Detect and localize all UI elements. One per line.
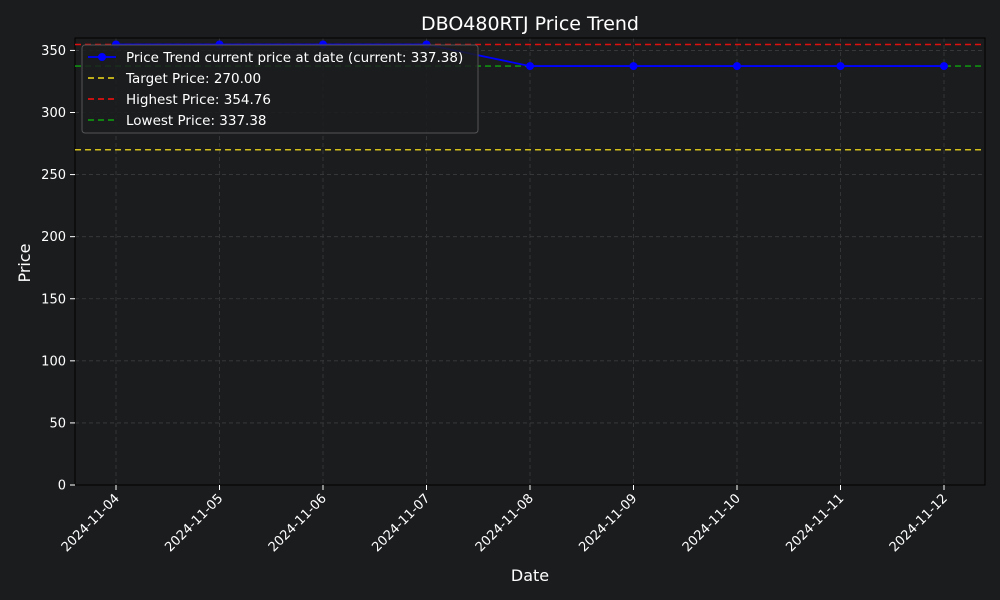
data-point <box>733 62 741 71</box>
y-tick-label: 200 <box>41 230 66 245</box>
y-tick-label: 50 <box>49 416 66 431</box>
legend-entry: Highest Price: 354.76 <box>126 92 271 108</box>
legend-box <box>81 44 479 134</box>
data-point <box>629 62 638 71</box>
y-tick-label: 300 <box>41 106 66 121</box>
legend-marker <box>98 53 106 61</box>
legend-entry: Target Price: 270.00 <box>125 71 261 87</box>
legend: Price Trend current price at date (curre… <box>81 44 479 134</box>
chart-title: DBO480RTJ Price Trend <box>421 13 639 35</box>
y-axis-label: Price <box>15 243 34 282</box>
y-tick-label: 350 <box>41 44 66 59</box>
legend-entry: Lowest Price: 337.38 <box>126 113 267 129</box>
y-tick-label: 100 <box>41 354 66 369</box>
legend-entry: Price Trend current price at date (curre… <box>126 50 463 66</box>
data-point <box>526 62 534 71</box>
y-tick-label: 0 <box>58 479 66 494</box>
x-axis-label: Date <box>511 566 549 585</box>
y-tick-label: 250 <box>41 168 66 183</box>
y-tick-label: 150 <box>41 292 66 307</box>
data-point <box>940 62 948 71</box>
data-point <box>836 62 845 71</box>
